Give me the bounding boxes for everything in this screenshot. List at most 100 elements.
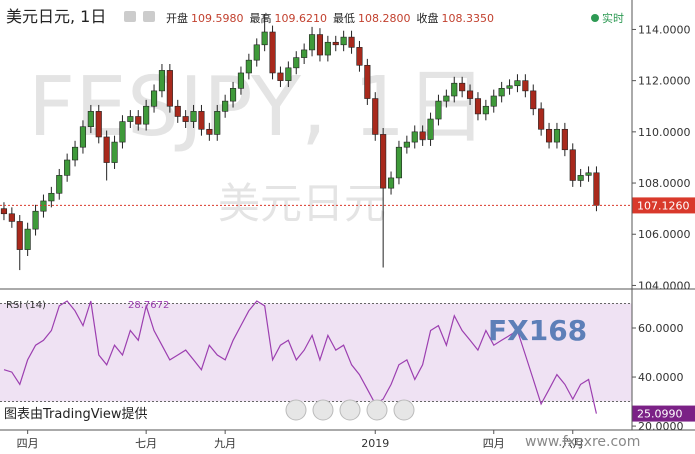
candle-body [308, 34, 316, 51]
nav-button[interactable] [393, 399, 415, 421]
y-tick-label: 40.0000 [638, 371, 684, 384]
nav-button[interactable] [339, 399, 361, 421]
candle-body [87, 111, 94, 128]
candle-body [127, 116, 134, 122]
candle-body [522, 80, 529, 92]
candle-body [237, 72, 245, 89]
y-tick-label: 106.0000 [638, 228, 691, 241]
field-label: 最低 [333, 12, 355, 25]
rsi-line [3, 300, 597, 414]
candle-body [24, 228, 31, 250]
candle-body [261, 31, 268, 46]
candle-body [16, 221, 23, 250]
candle-body [435, 100, 442, 120]
candle-body [71, 146, 79, 161]
site: www.fxexre.com [525, 434, 640, 450]
rsi-last-label: 25.0990 [637, 408, 683, 421]
candle-body [569, 149, 576, 181]
nav-button[interactable] [285, 399, 307, 421]
candle-body [48, 192, 55, 202]
x-tick-label: 四月 [483, 437, 505, 450]
candle-body [222, 100, 229, 112]
candle-body [64, 159, 71, 176]
candle-body [0, 208, 8, 215]
field-value: 109.6210 [275, 12, 328, 25]
candle-body [79, 126, 87, 148]
watermark-sub: 美元日元 [218, 179, 386, 228]
field-value: 108.2800 [358, 12, 411, 25]
nav-button[interactable] [366, 399, 388, 421]
candle-body [324, 41, 331, 56]
field-value: 109.5980 [191, 12, 244, 25]
y-tick-label: 20.0000 [638, 420, 684, 433]
candle-body [356, 47, 363, 66]
candle-body [395, 146, 403, 179]
candle-body [253, 44, 260, 61]
header-icon[interactable] [143, 11, 155, 22]
candle-body [490, 95, 497, 107]
last-price-box [632, 197, 695, 214]
header-icon[interactable] [124, 11, 136, 22]
candle-body [364, 64, 371, 99]
candle-body [561, 128, 568, 151]
candle-body [403, 141, 410, 148]
candle-body [387, 177, 395, 189]
candle-body [40, 200, 47, 212]
candle-body [301, 49, 308, 58]
candle-body [190, 111, 197, 122]
live-label: 实时 [602, 11, 624, 25]
y-tick-label: 112.0000 [638, 75, 691, 88]
chart-title: 美元日元, 1日 [6, 7, 106, 26]
candle-body [293, 57, 300, 69]
candle-body [514, 80, 521, 87]
candle-body [174, 105, 181, 117]
rsi-title: RSI (14) [6, 300, 46, 311]
x-tick-label: 七月 [135, 437, 157, 450]
candle-body [245, 59, 252, 74]
header-bg [0, 4, 160, 26]
candle-body [56, 175, 63, 194]
candle-body [150, 90, 158, 107]
x-tick-label: 四月 [17, 437, 39, 450]
candle-body [103, 136, 110, 163]
candle-body [593, 172, 600, 206]
field-label: 开盘 [166, 11, 188, 25]
y-tick-label: 110.0000 [638, 126, 691, 139]
x-tick-label: 2019 [361, 437, 389, 450]
candle-body [182, 116, 189, 122]
candle-body [285, 67, 292, 81]
candle-body [577, 175, 584, 181]
candle-body [419, 131, 426, 140]
y-tick-label: 108.0000 [638, 177, 691, 190]
candle-body [459, 82, 466, 92]
candle-body [451, 82, 458, 97]
candle-body [498, 88, 505, 97]
candle-body [372, 98, 379, 135]
rsi-title-value: 28.7672 [128, 300, 169, 311]
y-tick-label: 104.0000 [638, 279, 691, 292]
last-price-label: 107.1260 [637, 199, 690, 212]
candle-body [340, 36, 347, 46]
candle-body [380, 134, 387, 189]
candle-body [332, 41, 339, 46]
candle-body [316, 34, 324, 56]
candle-body [538, 108, 545, 130]
x-tick-label: 六月 [562, 437, 584, 450]
candle-body [348, 36, 355, 48]
nav-button[interactable] [312, 399, 334, 421]
candle-body [466, 90, 474, 99]
candle-body [553, 128, 561, 143]
header-fields: 开盘 109.5980 最高 109.6210 最低 108.2800 收盘 108.3350 [166, 11, 494, 25]
candle-body [119, 121, 126, 143]
candle-body [545, 128, 553, 143]
candle-body [443, 95, 450, 102]
x-tick-label: 九月 [214, 437, 236, 450]
candle-body [95, 111, 102, 138]
field-value: 108.3350 [442, 12, 495, 25]
candle-body [111, 141, 118, 163]
candle-body [143, 105, 150, 125]
candle-body [198, 111, 205, 130]
rsi-last-box [632, 405, 695, 422]
